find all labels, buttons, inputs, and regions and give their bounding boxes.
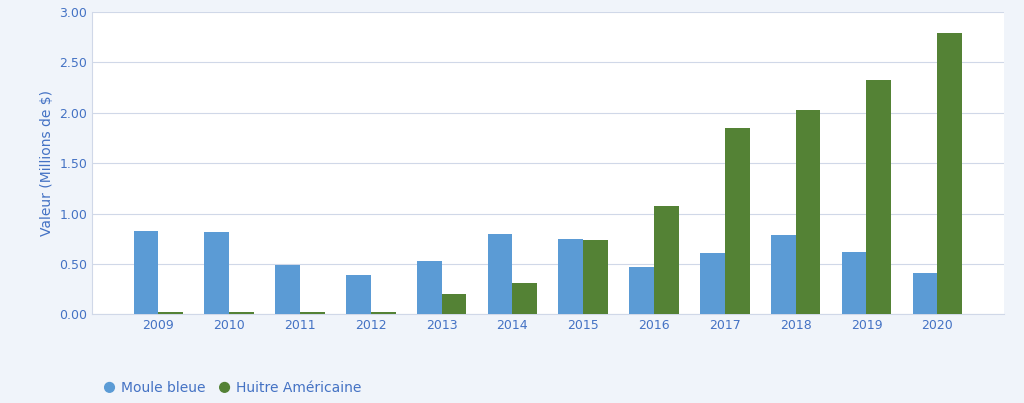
Bar	[937, 33, 963, 314]
Bar	[912, 273, 937, 314]
Bar	[700, 253, 725, 314]
Bar	[725, 128, 750, 314]
Bar	[487, 234, 512, 314]
Bar	[842, 252, 866, 314]
Bar	[275, 265, 300, 314]
Bar	[584, 240, 608, 314]
Y-axis label: Valeur (Millions de $): Valeur (Millions de $)	[40, 90, 53, 236]
Bar	[654, 206, 679, 314]
Bar	[159, 312, 183, 314]
Bar	[512, 283, 538, 314]
Bar	[229, 312, 254, 314]
Bar	[630, 267, 654, 314]
Bar	[558, 239, 584, 314]
Legend: Moule bleue, Huitre Américaine: Moule bleue, Huitre Américaine	[99, 376, 368, 401]
Bar	[441, 294, 466, 314]
Bar	[796, 110, 820, 314]
Bar	[417, 261, 441, 314]
Bar	[300, 312, 325, 314]
Bar	[205, 232, 229, 314]
Bar	[371, 312, 395, 314]
Bar	[133, 231, 159, 314]
Bar	[771, 235, 796, 314]
Bar	[866, 80, 891, 314]
Bar	[346, 275, 371, 314]
